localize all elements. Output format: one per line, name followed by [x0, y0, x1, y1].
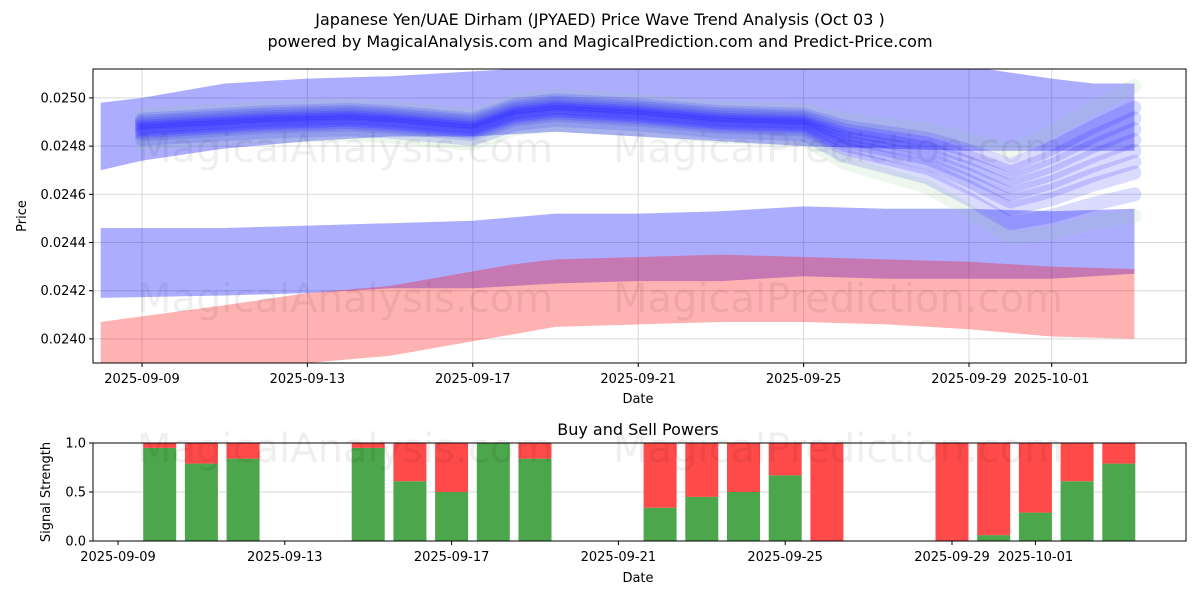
buy-bar	[351, 447, 385, 541]
price-bands	[100, 69, 1135, 363]
signal-x-axis: 2025-09-09 2025-09-13 2025-09-17 2025-09-21…	[80, 541, 1073, 565]
buy-bar	[435, 492, 469, 541]
watermark-analysis-mid: MagicalAnalysis.com	[137, 276, 553, 322]
sell-bar	[143, 443, 177, 448]
buy-bar	[768, 475, 802, 541]
price-y-tick-label: 0.0246	[41, 188, 87, 203]
price-wave-line	[135, 103, 1142, 202]
chart-subtitle: powered by MagicalAnalysis.com and Magic…	[267, 32, 933, 51]
signal-x-tick-label: 2025-10-01	[998, 550, 1074, 565]
watermark-prediction-bottom: MagicalPrediction.com	[613, 426, 1063, 472]
signal-y-tick-label: 0.5	[65, 486, 86, 501]
sell-bar	[1060, 443, 1094, 482]
signal-x-tick-label: 2025-09-25	[747, 550, 823, 565]
buy-bar	[226, 458, 260, 541]
signal-y-axis: 0.0 0.5 1.0	[65, 437, 93, 550]
price-wave-line	[135, 95, 1142, 180]
signal-y-tick-label: 1.0	[65, 437, 86, 452]
sell-bar	[184, 443, 218, 464]
price-grid	[93, 69, 1186, 363]
watermark-prediction-top: MagicalPrediction.com	[613, 126, 1063, 172]
chart-title: Japanese Yen/UAE Dirham (JPYAED) Price W…	[315, 10, 885, 29]
price-x-label: Date	[622, 392, 653, 407]
price-x-tick-label: 2025-10-01	[1014, 372, 1090, 387]
price-wave-line	[135, 78, 1142, 158]
sell-bar	[351, 443, 385, 448]
price-y-tick-label: 0.0248	[41, 140, 87, 155]
signal-bars	[143, 443, 1136, 541]
price-y-tick-label: 0.0242	[41, 284, 87, 299]
signal-x-tick-label: 2025-09-13	[247, 550, 323, 565]
sell-bar	[810, 443, 844, 541]
price-plot-frame	[92, 68, 1187, 364]
price-wave-line	[135, 105, 1142, 209]
price-x-axis: 2025-09-09 2025-09-13 2025-09-17 2025-09-21…	[104, 363, 1089, 387]
buy-bar	[1060, 481, 1094, 541]
buy-bar	[685, 496, 719, 541]
signal-chart-title: Buy and Sell Powers	[557, 420, 719, 439]
price-y-tick-label: 0.0244	[41, 236, 87, 251]
price-wave-line	[135, 107, 1142, 216]
price-wave-line	[135, 93, 1142, 173]
sell-bar	[435, 443, 469, 492]
price-y-tick-label: 0.0250	[41, 91, 87, 106]
signal-y-tick-label: 0.0	[65, 535, 86, 550]
buy-bar	[727, 492, 760, 541]
middle-support-band	[100, 206, 1135, 298]
price-x-tick-label: 2025-09-29	[931, 372, 1007, 387]
buy-bar	[977, 535, 1011, 541]
price-x-tick-label: 2025-09-13	[270, 372, 346, 387]
sell-bar	[977, 443, 1011, 536]
price-wave-line	[135, 117, 1142, 245]
signal-x-tick-label: 2025-09-09	[80, 550, 156, 565]
bottom-watermarks: MagicalAnalysis.com MagicalPrediction.co…	[137, 426, 1063, 472]
signal-x-tick-label: 2025-09-17	[414, 550, 490, 565]
price-wave-line	[135, 98, 1142, 187]
buy-bar	[476, 443, 510, 541]
buy-bar	[143, 447, 177, 541]
sell-bar	[226, 443, 260, 459]
buy-bar	[643, 507, 677, 541]
price-wave-line	[135, 100, 1142, 195]
sell-bar	[768, 443, 802, 476]
price-y-tick-label: 0.0240	[41, 332, 87, 347]
sell-bar	[518, 443, 552, 459]
watermark-analysis-bottom: MagicalAnalysis.com	[137, 426, 553, 472]
sell-bar	[685, 443, 719, 497]
price-y-axis: 0.0240 0.0242 0.0244 0.0246 0.0248 0.0250	[41, 91, 93, 347]
watermark-prediction-mid: MagicalPrediction.com	[613, 276, 1063, 322]
sell-bar	[1102, 443, 1136, 464]
price-x-tick-label: 2025-09-21	[600, 372, 676, 387]
buy-bar	[1102, 463, 1136, 541]
top-watermarks: MagicalAnalysis.com MagicalPrediction.co…	[137, 126, 1063, 322]
buy-bar	[184, 463, 218, 541]
signal-x-tick-label: 2025-09-21	[581, 550, 657, 565]
price-wave	[135, 78, 1142, 245]
lower-red-band	[100, 254, 1135, 363]
sell-bar	[1018, 443, 1052, 513]
price-x-tick-label: 2025-09-17	[435, 372, 511, 387]
buy-bar	[518, 458, 552, 541]
buy-bar	[393, 481, 427, 541]
signal-x-tick-label: 2025-09-29	[914, 550, 990, 565]
watermark-analysis-top: MagicalAnalysis.com	[137, 126, 553, 172]
price-x-tick-label: 2025-09-25	[766, 372, 842, 387]
price-wave-line	[135, 112, 1142, 231]
sell-bar	[935, 443, 969, 541]
signal-y-label: Signal Strength	[39, 442, 54, 542]
sell-bar	[727, 443, 760, 492]
sell-bar	[393, 443, 427, 482]
sell-bar	[643, 443, 677, 508]
upper-wave-envelope	[100, 69, 1135, 171]
price-x-tick-label: 2025-09-09	[104, 372, 180, 387]
buy-bar	[1018, 512, 1052, 541]
price-y-label: Price	[15, 200, 30, 232]
signal-x-label: Date	[622, 571, 653, 586]
